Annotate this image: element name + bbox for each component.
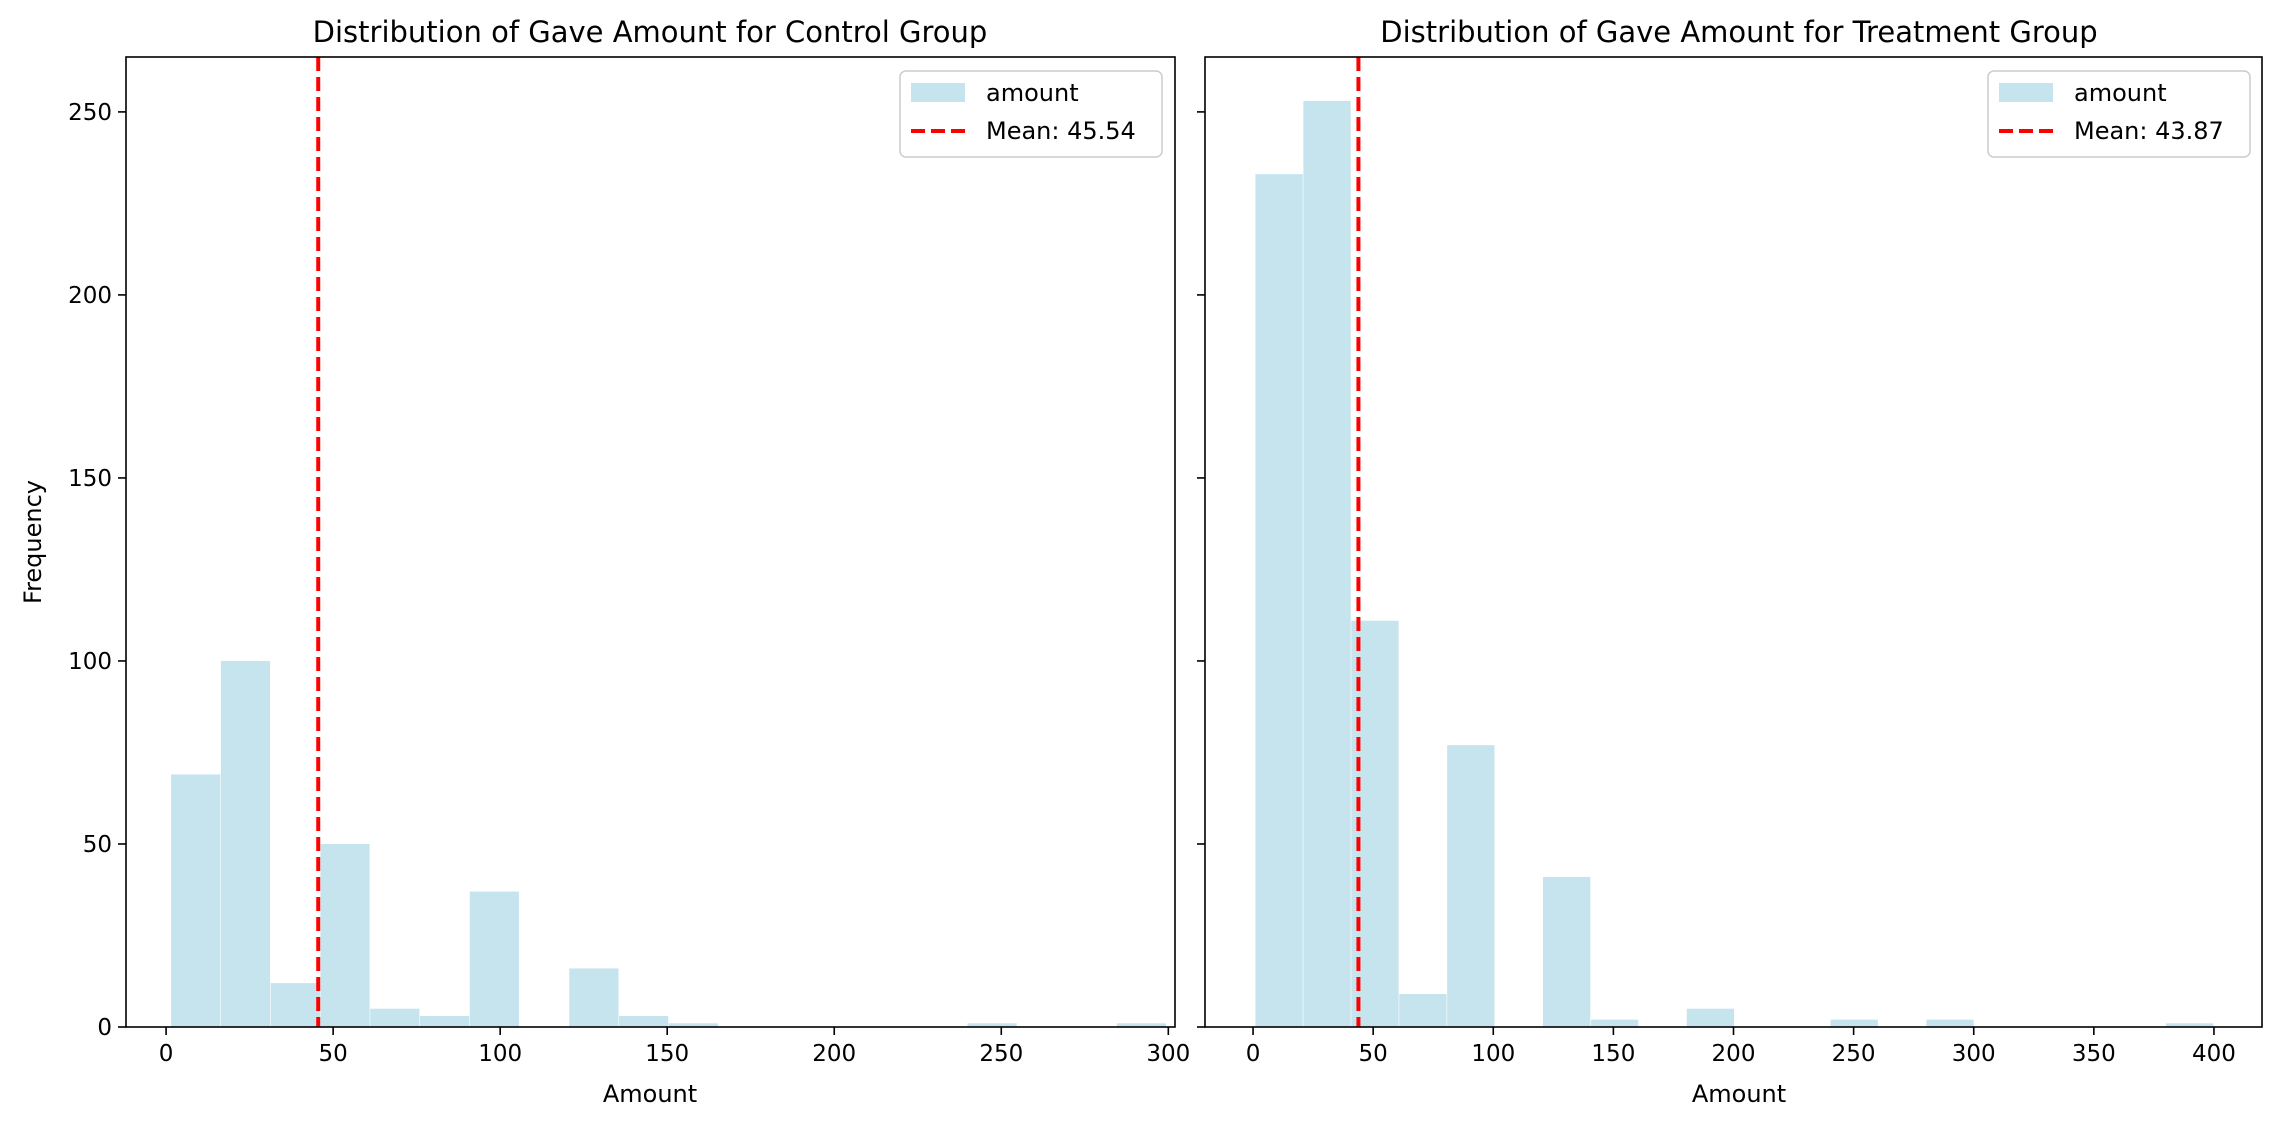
y-tick-label: 50: [83, 832, 112, 858]
histogram-bar: [419, 1016, 470, 1027]
histogram-bar: [2166, 1023, 2214, 1027]
histogram-bars: [171, 660, 1167, 1027]
y-tick-label: 250: [68, 100, 112, 126]
x-tick-label: 50: [318, 1041, 347, 1067]
histogram-bar: [469, 891, 519, 1027]
chart-title: Distribution of Gave Amount for Control …: [313, 15, 988, 49]
y-tick-label: 150: [68, 466, 112, 492]
histogram-bar: [569, 968, 619, 1027]
x-tick-label: 150: [1591, 1041, 1635, 1067]
histogram-bar: [220, 660, 271, 1027]
x-tick-label: 250: [1832, 1041, 1876, 1067]
legend-box: [1987, 70, 2251, 158]
histogram-bar: [320, 843, 370, 1027]
x-tick-label: 400: [2192, 1041, 2236, 1067]
legend-label-amount: amount: [2074, 79, 2167, 107]
histogram-bar: [1590, 1019, 1639, 1027]
histogram-bars: [1255, 100, 2214, 1028]
x-tick-label: 200: [812, 1041, 856, 1067]
x-tick-label: 350: [2072, 1041, 2116, 1067]
x-tick-label: 300: [1146, 1041, 1190, 1067]
chart-title: Distribution of Gave Amount for Treatmen…: [1380, 15, 2097, 49]
histogram-bar: [1543, 876, 1591, 1027]
x-tick-label: 100: [478, 1041, 522, 1067]
legend-label-amount: amount: [986, 79, 1079, 107]
x-tick-label: 0: [1246, 1041, 1261, 1067]
histogram-bar: [370, 1008, 420, 1027]
legend-label-mean: Mean: 43.87: [2074, 117, 2224, 145]
legend-swatch-amount: [911, 83, 965, 102]
control-group-histogram: Distribution of Gave Amount for Control …: [19, 15, 1190, 1108]
histogram-bar: [1830, 1019, 1878, 1027]
axes: 0 50 100 150 200 250 300 0 50 100 150 200 250: [68, 100, 1190, 1067]
y-tick-label: 200: [68, 283, 112, 309]
plot-frame: [125, 56, 1176, 1028]
histogram-bar: [1303, 100, 1351, 1028]
x-tick-label: 50: [1359, 1041, 1388, 1067]
histogram-bar: [668, 1023, 719, 1027]
histogram-bar: [967, 1023, 1017, 1027]
x-tick-label: 150: [645, 1041, 689, 1067]
legend-label-mean: Mean: 45.54: [986, 117, 1136, 145]
y-tick-label: 0: [97, 1015, 112, 1041]
histogram-bar: [619, 1016, 669, 1027]
legend: amount Mean: 45.54: [899, 70, 1163, 158]
histogram-bar: [1399, 994, 1447, 1027]
histogram-bar: [1447, 745, 1495, 1027]
histogram-bar: [171, 774, 221, 1027]
x-tick-label: 300: [1952, 1041, 1996, 1067]
x-tick-label: 100: [1471, 1041, 1515, 1067]
legend-box: [899, 70, 1163, 158]
treatment-group-histogram: Distribution of Gave Amount for Treatmen…: [1197, 15, 2263, 1108]
plot-frame: [1204, 56, 2263, 1028]
x-tick-label: 250: [979, 1041, 1023, 1067]
histogram-bar: [1686, 1008, 1735, 1027]
histogram-bar: [1926, 1019, 1974, 1027]
x-axis-label: Amount: [1692, 1080, 1786, 1108]
histogram-bar: [270, 983, 320, 1027]
y-tick-label: 100: [68, 649, 112, 675]
legend-swatch-amount: [1999, 83, 2053, 102]
axes: 0 50 100 150 200 250 300 350 400: [1197, 111, 2236, 1067]
histogram-bar: [1255, 174, 1303, 1027]
x-axis-label: Amount: [603, 1080, 697, 1108]
legend: amount Mean: 43.87: [1987, 70, 2251, 158]
histogram-bar: [1116, 1023, 1167, 1027]
x-tick-label: 200: [1712, 1041, 1756, 1067]
y-axis-label: Frequency: [19, 480, 47, 604]
x-tick-label: 0: [159, 1041, 174, 1067]
